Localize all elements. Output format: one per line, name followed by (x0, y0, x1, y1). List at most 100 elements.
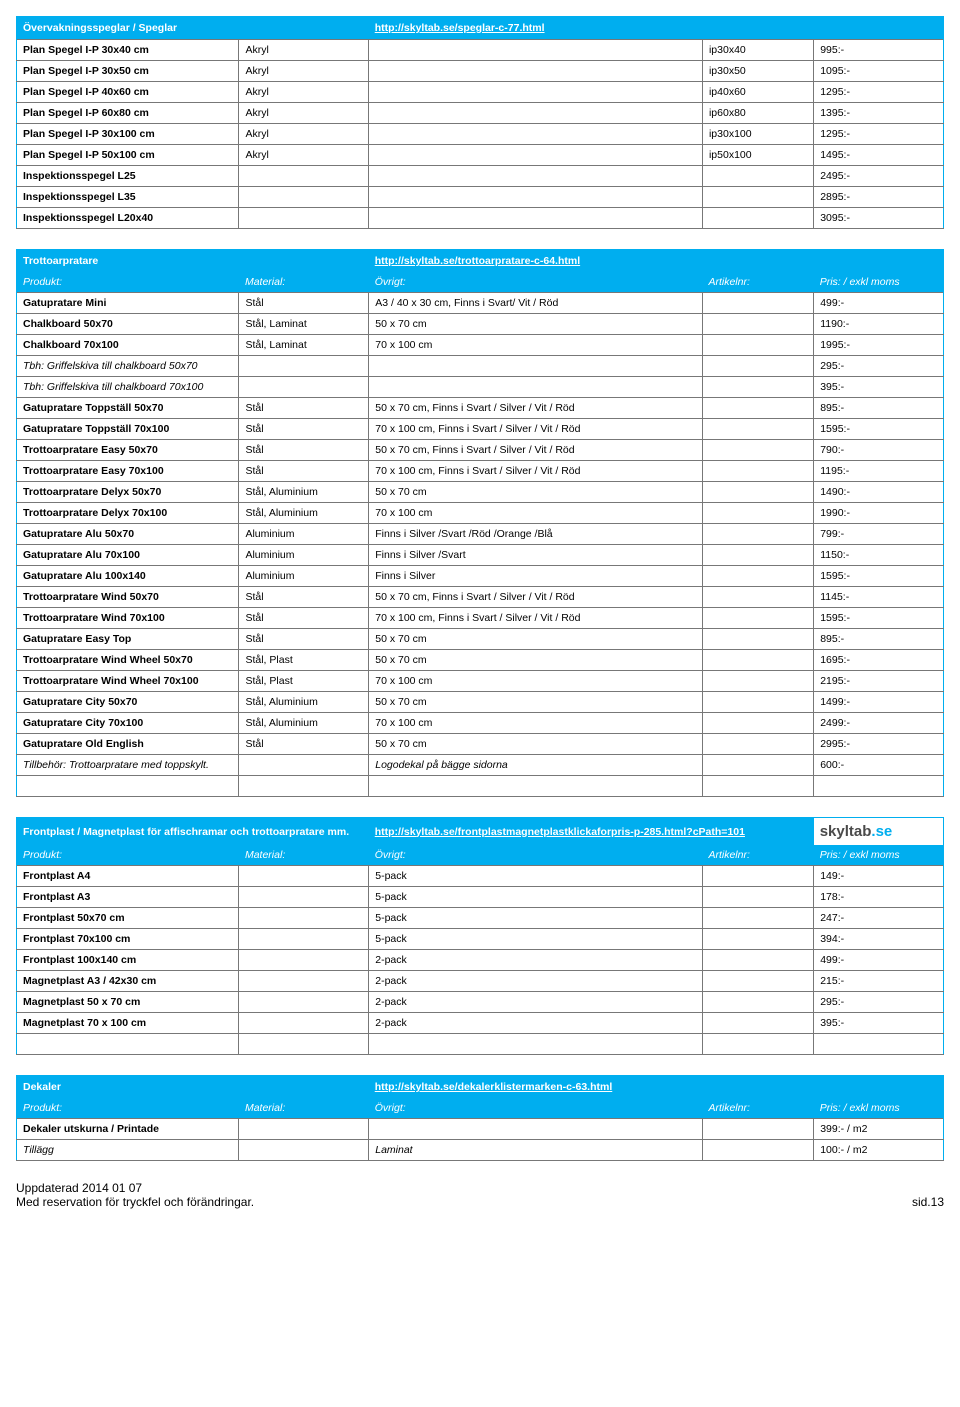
cell-artikelnr: ip30x100 (702, 124, 813, 145)
cell-ovrigt: 2-pack (369, 971, 703, 992)
table-row: Plan Spegel I-P 30x50 cmAkryl ip30x50109… (17, 61, 944, 82)
frontplast-link[interactable]: http://skyltab.se/frontplastmagnetplastk… (375, 826, 745, 838)
cell-pris (814, 776, 944, 797)
table-row: Trottoarpratare Easy 50x70Stål50 x 70 cm… (17, 440, 944, 461)
cell-material: Aluminium (239, 524, 369, 545)
cell-produkt: Frontplast A3 (17, 887, 239, 908)
cell-pris: 1395:- (814, 103, 944, 124)
cell-produkt: Magnetplast 50 x 70 cm (17, 992, 239, 1013)
brand-suffix: .se (871, 823, 892, 840)
cell-artikelnr (702, 587, 813, 608)
cell-produkt: Gatupratare City 50x70 (17, 692, 239, 713)
speglar-link[interactable]: http://skyltab.se/speglar-c-77.html (375, 22, 545, 34)
cell-produkt: Tillägg (17, 1140, 239, 1161)
cell-pris: 395:- (814, 1013, 944, 1034)
cell-material (239, 971, 369, 992)
cell-ovrigt (369, 1119, 703, 1140)
col-artikelnr: Artikelnr: (702, 845, 813, 866)
cell-produkt: Chalkboard 50x70 (17, 314, 239, 335)
cell-artikelnr (702, 1034, 813, 1055)
cell-material (239, 887, 369, 908)
cell-produkt: Plan Spegel I-P 30x40 cm (17, 40, 239, 61)
cell-ovrigt: 2-pack (369, 992, 703, 1013)
cell-produkt: Frontplast 70x100 cm (17, 929, 239, 950)
cell-material: Stål, Laminat (239, 314, 369, 335)
cell-pris: 394:- (814, 929, 944, 950)
cell-pris: 2895:- (814, 187, 944, 208)
cell-produkt: Gatupratare Toppställ 50x70 (17, 398, 239, 419)
cell-material (239, 755, 369, 776)
cell-artikelnr (702, 866, 813, 887)
cell-produkt (17, 1034, 239, 1055)
cell-ovrigt: 70 x 100 cm (369, 713, 703, 734)
cell-ovrigt: Laminat (369, 1140, 703, 1161)
cell-pris: 1295:- (814, 124, 944, 145)
cell-produkt: Gatupratare Easy Top (17, 629, 239, 650)
cell-ovrigt (369, 208, 703, 229)
cell-pris: 395:- (814, 377, 944, 398)
table-row: Frontplast 70x100 cm 5-pack 394:- (17, 929, 944, 950)
cell-material: Stål (239, 461, 369, 482)
cell-artikelnr (702, 776, 813, 797)
cell-ovrigt: A3 / 40 x 30 cm, Finns i Svart/ Vit / Rö… (369, 293, 703, 314)
cell-produkt (17, 776, 239, 797)
page-footer: Uppdaterad 2014 01 07 Med reservation fö… (16, 1181, 944, 1209)
cell-produkt: Frontplast 50x70 cm (17, 908, 239, 929)
table-row: Magnetplast A3 / 42x30 cm 2-pack 215:- (17, 971, 944, 992)
table-row: Inspektionsspegel L25 2495:- (17, 166, 944, 187)
trottoarpratare-title: Trottoarpratare (17, 250, 369, 273)
trottoarpratare-link[interactable]: http://skyltab.se/trottoarpratare-c-64.h… (375, 255, 580, 267)
col-material: Material: (239, 1098, 369, 1119)
cell-ovrigt: 2-pack (369, 1013, 703, 1034)
table-row: Trottoarpratare Delyx 70x100Stål, Alumin… (17, 503, 944, 524)
cell-material: Stål, Aluminium (239, 713, 369, 734)
cell-pris: 1150:- (814, 545, 944, 566)
table-row: Tbh: Griffelskiva till chalkboard 70x100… (17, 377, 944, 398)
cell-ovrigt: 50 x 70 cm (369, 314, 703, 335)
cell-material: Stål, Aluminium (239, 692, 369, 713)
cell-produkt: Trottoarpratare Wind 50x70 (17, 587, 239, 608)
cell-artikelnr (702, 208, 813, 229)
table-row: Frontplast A3 5-pack 178:- (17, 887, 944, 908)
cell-pris: 295:- (814, 992, 944, 1013)
cell-produkt: Frontplast 100x140 cm (17, 950, 239, 971)
table-row: Tillägg Laminat 100:- / m2 (17, 1140, 944, 1161)
cell-pris: 2495:- (814, 166, 944, 187)
cell-ovrigt: 5-pack (369, 929, 703, 950)
cell-material: Akryl (239, 124, 369, 145)
cell-artikelnr (702, 545, 813, 566)
table-row: Magnetplast 70 x 100 cm 2-pack 395:- (17, 1013, 944, 1034)
cell-material (239, 929, 369, 950)
dekaler-header-row: Dekaler http://skyltab.se/dekalerklister… (17, 1076, 944, 1099)
cell-pris: 1195:- (814, 461, 944, 482)
table-row: Trottoarpratare Delyx 50x70Stål, Alumini… (17, 482, 944, 503)
footer-line-2: Med reservation för tryckfel och förändr… (16, 1195, 254, 1209)
col-material: Material: (239, 272, 369, 293)
cell-ovrigt: 50 x 70 cm, Finns i Svart / Silver / Vit… (369, 440, 703, 461)
cell-artikelnr (702, 1119, 813, 1140)
cell-ovrigt (369, 61, 703, 82)
cell-pris: 1595:- (814, 566, 944, 587)
cell-artikelnr (702, 992, 813, 1013)
cell-artikelnr (702, 503, 813, 524)
table-row: Frontplast A4 5-pack 149:- (17, 866, 944, 887)
cell-pris: 1499:- (814, 692, 944, 713)
cell-artikelnr (702, 887, 813, 908)
cell-pris: 1295:- (814, 82, 944, 103)
cell-ovrigt (369, 776, 703, 797)
cell-material: Akryl (239, 82, 369, 103)
cell-artikelnr (702, 692, 813, 713)
cell-ovrigt: 50 x 70 cm, Finns i Svart / Silver / Vit… (369, 398, 703, 419)
table-row: Gatupratare Alu 100x140AluminiumFinns i … (17, 566, 944, 587)
dekaler-link[interactable]: http://skyltab.se/dekalerklistermarken-c… (375, 1081, 613, 1093)
col-produkt: Produkt: (17, 845, 239, 866)
dekaler-table: Dekaler http://skyltab.se/dekalerklister… (16, 1075, 944, 1161)
cell-artikelnr (702, 929, 813, 950)
footer-page: sid.13 (912, 1195, 944, 1209)
cell-artikelnr (702, 377, 813, 398)
cell-produkt: Gatupratare City 70x100 (17, 713, 239, 734)
cell-ovrigt: Logodekal på bägge sidorna (369, 755, 703, 776)
cell-ovrigt: 70 x 100 cm (369, 671, 703, 692)
trottoarpratare-subheader: Produkt: Material: Övrigt: Artikelnr: Pr… (17, 272, 944, 293)
cell-artikelnr (702, 1140, 813, 1161)
